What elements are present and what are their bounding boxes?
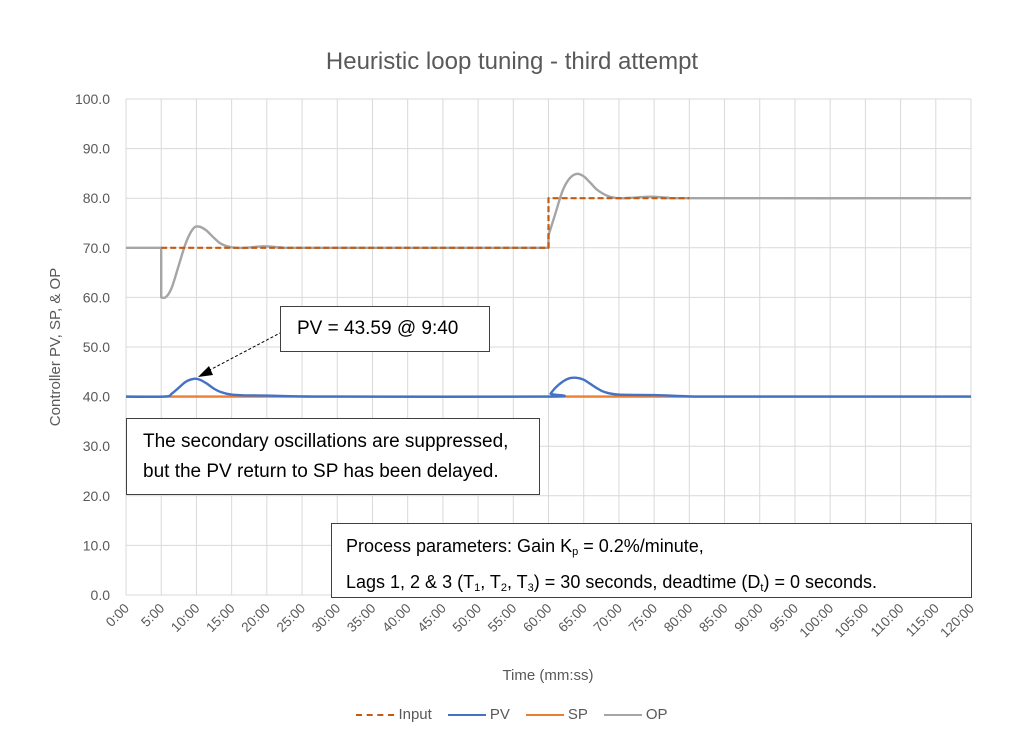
series-lines (125, 172, 972, 399)
x-tick-label: 20:00 (238, 601, 273, 636)
legend-swatch-input (356, 713, 395, 716)
legend-item-pv: PV (447, 706, 510, 723)
y-tick-label: 80.0 (83, 190, 110, 206)
x-tick-label: 55:00 (485, 601, 520, 636)
x-tick-label: 80:00 (661, 601, 696, 636)
chart-title: Heuristic loop tuning - third attempt (325, 48, 699, 75)
x-tick-label: 35:00 (344, 601, 379, 636)
x-tick-label: 10:00 (168, 601, 203, 636)
x-tick-label: 70:00 (591, 601, 626, 636)
y-tick-label: 0.0 (91, 587, 111, 603)
y-axis-label: Controller PV, SP, & OP (47, 268, 64, 426)
legend-label-input: Input (398, 706, 432, 723)
legend-label-pv: PV (489, 706, 510, 723)
y-tick-label: 100.0 (75, 91, 110, 107)
x-tick-label: 100:00 (796, 601, 836, 641)
x-tick-label: 45:00 (414, 601, 449, 636)
y-tick-label: 90.0 (83, 141, 110, 157)
x-tick-label: 105:00 (832, 601, 872, 641)
oscillation-note: The secondary oscillations are suppresse… (126, 418, 540, 495)
x-tick-label: 25:00 (274, 601, 309, 636)
y-tick-label: 50.0 (83, 339, 110, 355)
annotation-arrow (198, 331, 283, 377)
x-tick-label: 115:00 (903, 601, 942, 640)
series-input-line (161, 197, 690, 249)
params-line2: Lags 1, 2 & 3 (T1, T2, T3) = 30 seconds,… (346, 572, 878, 594)
x-tick-label: 30:00 (309, 601, 344, 636)
peak-annotation: PV = 43.59 @ 9:40 (280, 306, 490, 352)
legend-swatch-sp (525, 713, 564, 716)
series-pv-line (125, 376, 972, 399)
x-axis-label: Time (mm:ss) (502, 667, 593, 684)
y-tick-label: 30.0 (83, 438, 110, 454)
x-tick-label: 60:00 (520, 601, 555, 636)
x-tick-label: 40:00 (379, 601, 414, 636)
x-tick-label: 65:00 (555, 601, 590, 636)
legend-item-op: OP (603, 706, 668, 723)
oscillation-note-line1: The secondary oscillations are suppresse… (143, 431, 509, 452)
legend-label-sp: SP (567, 706, 588, 723)
x-tick-label: 0:00 (103, 601, 132, 630)
legend-item-input: Input (356, 706, 432, 723)
x-tick-label: 120:00 (937, 601, 977, 641)
legend-label-op: OP (645, 706, 668, 723)
x-tick-label: 75:00 (626, 601, 661, 636)
process-parameters-note: Process parameters: Gain Kp = 0.2%/minut… (331, 523, 972, 598)
y-tick-label: 70.0 (83, 240, 110, 256)
x-tick-label: 90:00 (731, 601, 766, 636)
x-tick-label: 5:00 (138, 601, 167, 630)
chart-legend: Input PV SP OP (0, 706, 1024, 723)
x-tick-label: 85:00 (696, 601, 731, 636)
legend-item-sp: SP (525, 706, 588, 723)
y-axis-ticks: 0.0 10.0 20.0 30.0 40.0 50.0 60.0 70.0 80.0 90.0 1… (75, 91, 110, 603)
legend-swatch-pv (447, 713, 486, 716)
y-tick-label: 10.0 (83, 537, 110, 553)
y-tick-label: 20.0 (83, 488, 110, 504)
y-tick-label: 60.0 (83, 289, 110, 305)
x-tick-label: 15:00 (203, 601, 238, 636)
x-axis-ticks: 0:00 5:00 10:00 15:00 20:00 25:00 30:00 35:00 40… (103, 601, 977, 641)
legend-swatch-op (603, 713, 642, 716)
params-line1: Process parameters: Gain Kp = 0.2%/minut… (346, 536, 704, 558)
x-tick-label: 50:00 (450, 601, 485, 636)
oscillation-note-line2: but the PV return to SP has been delayed… (143, 461, 499, 482)
y-tick-label: 40.0 (83, 389, 110, 405)
x-tick-label: 110:00 (868, 601, 907, 640)
